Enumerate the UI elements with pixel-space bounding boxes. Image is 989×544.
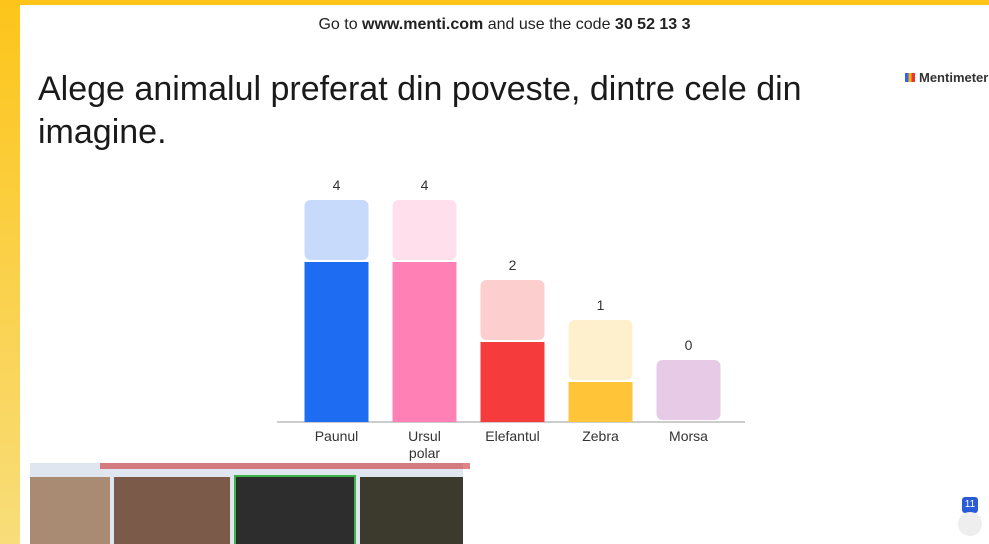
value-label: 4 [421, 177, 429, 193]
animal-image [569, 320, 633, 380]
category-label: Morsa [657, 428, 721, 445]
bar [305, 262, 369, 422]
animal-image [657, 360, 721, 420]
bar [569, 382, 633, 422]
shared-strip [100, 463, 470, 469]
category-label: Paunul [305, 428, 369, 445]
video-tile[interactable] [360, 477, 463, 544]
video-tile[interactable] [236, 477, 354, 544]
category-label: Elefantul [481, 428, 545, 445]
screen: Go to www.menti.com and use the code 30 … [0, 0, 989, 544]
category-label: Zebra [569, 428, 633, 445]
animal-image [481, 280, 545, 340]
value-label: 2 [509, 257, 517, 273]
participant-count: 11 [962, 497, 978, 513]
video-tile[interactable] [114, 477, 230, 544]
category-label: Ursul polar [393, 428, 457, 462]
bar [481, 342, 545, 422]
video-tile[interactable] [30, 477, 110, 544]
participants-button[interactable] [958, 512, 982, 536]
value-label: 0 [685, 337, 693, 353]
value-label: 4 [333, 177, 341, 193]
value-label: 1 [597, 297, 605, 313]
bar [393, 262, 457, 422]
animal-image [393, 200, 457, 260]
animal-image [305, 200, 369, 260]
video-strip [30, 463, 463, 544]
